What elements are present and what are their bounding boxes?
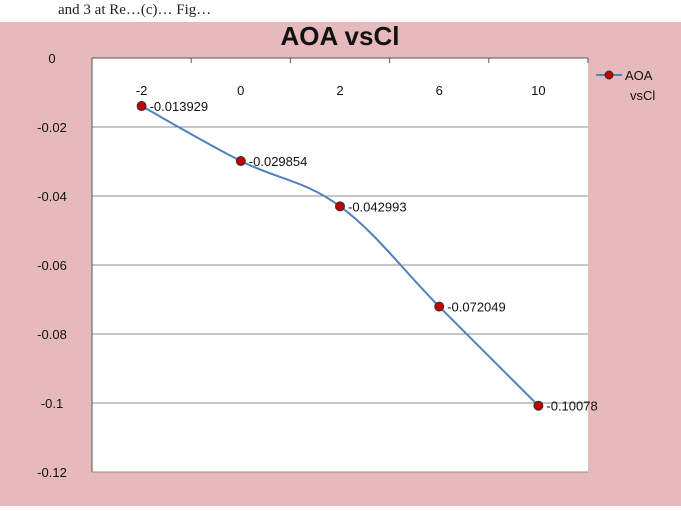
- data-label: -0.042993: [348, 199, 407, 214]
- data-point: [136, 101, 147, 112]
- legend-label: vsCl: [630, 88, 655, 103]
- legend-label: AOA: [625, 68, 653, 83]
- x-tick-label: 10: [531, 83, 545, 98]
- y-tick-label: -0.06: [37, 258, 67, 273]
- x-tick-layer: -2 0 2 6 10: [91, 58, 589, 98]
- y-tick-layer: 0 -0.02 -0.04 -0.06 -0.08 -0.1 -0.12: [37, 51, 67, 480]
- grid-layer: [91, 57, 588, 473]
- x-tick-label: -2: [136, 83, 148, 98]
- data-point: [235, 155, 246, 166]
- data-label: -0.072049: [447, 300, 506, 315]
- chart-title: AOA vsCl: [281, 21, 400, 51]
- data-label: -0.013929: [150, 99, 209, 114]
- y-tick-label: 0: [48, 51, 55, 66]
- data-label: -0.029854: [249, 154, 308, 169]
- legend-marker: [604, 70, 614, 80]
- header-strip: and 3 at Re…(c)… Fig…: [0, 0, 681, 22]
- data-point: [434, 301, 445, 312]
- series-layer: -0.013929 -0.029854 -0.042993 -0.072049 -0.1…: [136, 99, 598, 414]
- x-tick-label: 0: [237, 83, 244, 98]
- y-tick-label: -0.02: [37, 120, 67, 135]
- y-tick-label: -0.04: [37, 189, 67, 204]
- legend: AOA vsCl: [596, 68, 655, 103]
- data-label: -0.10078: [546, 399, 597, 414]
- x-tick-label: 6: [436, 83, 443, 98]
- data-point: [533, 400, 544, 411]
- y-tick-label: -0.1: [41, 396, 63, 411]
- y-tick-label: -0.12: [37, 465, 67, 480]
- data-point: [335, 201, 345, 212]
- header-text: and 3 at Re…(c)… Fig…: [58, 2, 212, 18]
- y-tick-label: -0.08: [37, 327, 67, 342]
- x-tick-label: 2: [336, 83, 343, 98]
